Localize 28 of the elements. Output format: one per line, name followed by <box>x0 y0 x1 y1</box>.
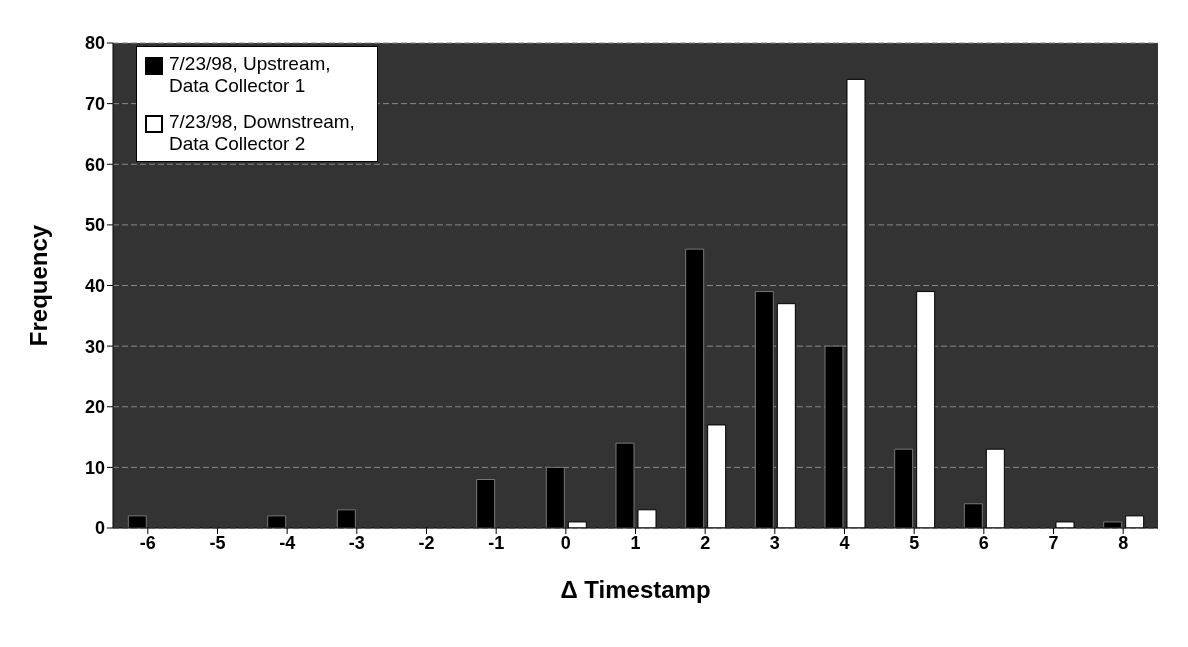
y-tick-label: 50 <box>84 215 105 236</box>
y-axis-title: Frequency <box>24 224 52 347</box>
y-tick-label: 80 <box>84 33 105 54</box>
legend-label: 7/23/98, Downstream, Data Collector 2 <box>169 111 356 155</box>
y-tick-label: 10 <box>84 457 105 478</box>
x-tick-label: -2 <box>418 532 435 553</box>
x-tick-label: 4 <box>839 532 850 553</box>
x-tick-label: 7 <box>1048 532 1059 553</box>
x-tick-label: -1 <box>488 532 505 553</box>
y-tick-label: 40 <box>84 275 105 296</box>
x-tick-label: 0 <box>560 532 571 553</box>
y-tick-label: 60 <box>84 154 105 175</box>
y-tick-label: 70 <box>84 94 105 115</box>
x-tick-label: 2 <box>700 532 711 553</box>
x-tick-label: -3 <box>348 532 365 553</box>
x-tick-label: -6 <box>139 532 156 553</box>
legend-label: 7/23/98, Upstream, Data Collector 1 <box>169 53 332 97</box>
x-tick-label: -5 <box>209 532 226 553</box>
y-tick-label: 30 <box>84 336 105 357</box>
x-tick-label: 8 <box>1118 532 1129 553</box>
y-tick-label: 20 <box>84 397 105 418</box>
x-tick-label: 1 <box>630 532 641 553</box>
x-tick-label: 6 <box>978 532 989 553</box>
x-tick-label: 5 <box>909 532 920 553</box>
x-tick-label: 3 <box>769 532 780 553</box>
x-axis-title: Δ Timestamp <box>560 576 711 603</box>
y-tick-label: 0 <box>94 518 105 539</box>
x-tick-label: -4 <box>279 532 296 553</box>
